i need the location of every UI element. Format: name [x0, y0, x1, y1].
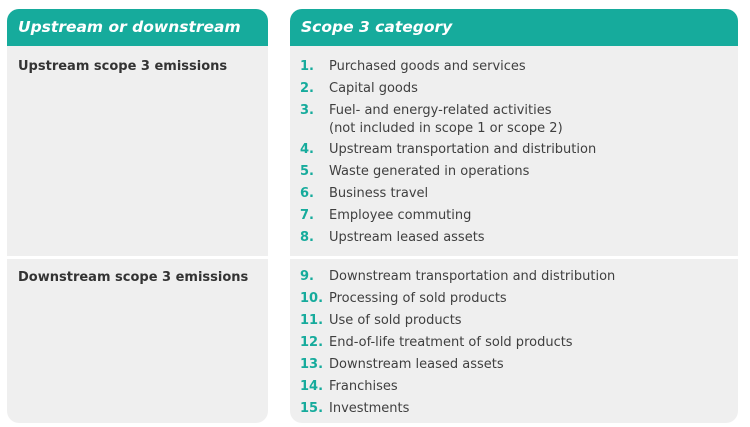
category-number: 1.	[300, 59, 314, 74]
upstream-downstream-column: Upstream or downstream Upstream scope 3 …	[7, 9, 268, 423]
category-number: 4.	[300, 142, 314, 157]
category-number: 7.	[300, 208, 314, 223]
downstream-label: Downstream scope 3 emissions	[18, 270, 249, 285]
category-number: 3.	[300, 103, 314, 118]
category-text: Use of sold products	[329, 313, 462, 328]
category-number: 5.	[300, 164, 314, 179]
category-text: Upstream transportation and distribution	[329, 142, 597, 157]
category-number: 2.	[300, 81, 314, 96]
category-number: 12.	[300, 335, 324, 350]
category-number: 10.	[300, 291, 324, 306]
category-text: Downstream leased assets	[329, 357, 504, 372]
category-text: Capital goods	[329, 81, 418, 96]
category-text: Business travel	[329, 186, 429, 201]
category-number: 15.	[300, 401, 324, 416]
category-number: 8.	[300, 230, 314, 245]
category-text: Purchased goods and services	[329, 59, 526, 74]
category-text-note: (not included in scope 1 or scope 2)	[329, 121, 563, 136]
category-number: 11.	[300, 313, 324, 328]
row-divider-right	[290, 256, 738, 259]
upstream-label: Upstream scope 3 emissions	[18, 59, 228, 74]
scope3-category-column: Scope 3 category 1. Purchased goods and …	[290, 9, 738, 423]
category-text: Waste generated in operations	[329, 164, 530, 179]
category-text: Employee commuting	[329, 208, 472, 223]
left-column-header: Upstream or downstream	[7, 9, 268, 46]
category-number: 9.	[300, 269, 314, 284]
category-text: Downstream transportation and distributi…	[329, 269, 616, 284]
category-text-block: Fuel- and energy-related activities (not…	[329, 102, 729, 138]
category-number: 14.	[300, 379, 324, 394]
category-text: Processing of sold products	[329, 291, 507, 306]
category-text: Franchises	[329, 379, 398, 394]
right-column-header: Scope 3 category	[290, 9, 738, 46]
category-number: 13.	[300, 357, 324, 372]
category-number: 6.	[300, 186, 314, 201]
category-text: End-of-life treatment of sold products	[329, 335, 573, 350]
category-text: Investments	[329, 401, 410, 416]
category-text: Upstream leased assets	[329, 230, 485, 245]
category-text: Fuel- and energy-related activities	[329, 103, 552, 118]
row-divider-left	[7, 256, 268, 259]
